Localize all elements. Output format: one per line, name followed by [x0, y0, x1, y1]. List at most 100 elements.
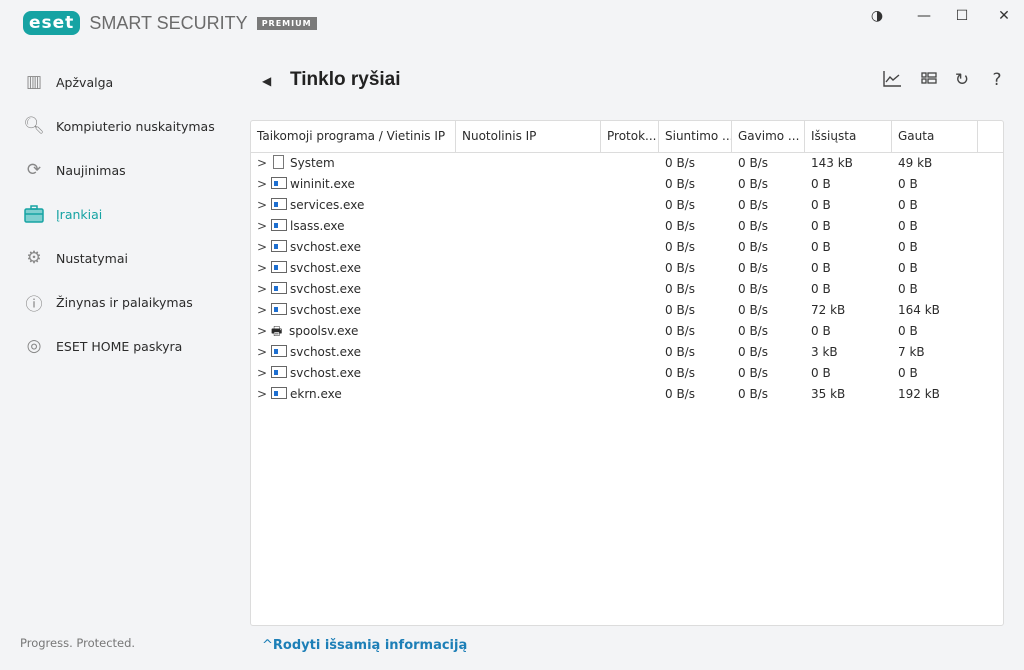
receive-speed: 0 B/s — [738, 345, 768, 359]
chevron-right-icon[interactable]: > — [257, 156, 268, 170]
column-protocol[interactable]: Protok... — [601, 121, 659, 152]
sent-bytes: 0 B — [811, 177, 831, 191]
chevron-right-icon[interactable]: > — [257, 240, 268, 254]
table-header: Taikomoji programa / Vietinis IP Nuotoli… — [251, 121, 1003, 153]
send-speed: 0 B/s — [665, 240, 695, 254]
contrast-icon[interactable]: ◑ — [870, 8, 884, 24]
table-row[interactable]: > svchost.exe 0 B/s 0 B/s 0 B 0 B — [251, 237, 1003, 258]
chevron-up-icon: ^ — [262, 638, 273, 653]
table-row[interactable]: > lsass.exe 0 B/s 0 B/s 0 B 0 B — [251, 216, 1003, 237]
file-icon — [273, 155, 284, 169]
tagline: Progress. Protected. — [20, 636, 136, 650]
column-sent[interactable]: Išsiųsta — [805, 121, 892, 152]
remote-ip — [456, 258, 601, 279]
sidebar-item-scan[interactable]: 🔍︎ Kompiuterio nuskaitymas — [0, 104, 230, 148]
protocol — [601, 258, 659, 279]
chevron-right-icon[interactable]: > — [257, 387, 268, 401]
send-speed: 0 B/s — [665, 156, 695, 170]
remote-ip — [456, 153, 601, 174]
chevron-right-icon[interactable]: > — [257, 366, 268, 380]
protocol — [601, 279, 659, 300]
view-list-icon[interactable] — [918, 70, 940, 92]
table-row[interactable]: > svchost.exe 0 B/s 0 B/s 0 B 0 B — [251, 363, 1003, 384]
received-bytes: 0 B — [898, 324, 918, 338]
eset-logo-mark: eset — [23, 11, 81, 35]
table-row[interactable]: > System 0 B/s 0 B/s 143 kB 49 kB — [251, 153, 1003, 174]
remote-ip — [456, 195, 601, 216]
back-arrow-icon[interactable]: ◀ — [262, 74, 272, 88]
protocol — [601, 195, 659, 216]
column-receive-speed[interactable]: Gavimo ... — [732, 121, 805, 152]
sidebar-item-label: Žinynas ir palaikymas — [56, 294, 193, 310]
table-row[interactable]: > svchost.exe 0 B/s 0 B/s 3 kB 7 kB — [251, 342, 1003, 363]
sidebar-item-tools[interactable]: Įrankiai — [0, 192, 230, 236]
table-row[interactable]: > ekrn.exe 0 B/s 0 B/s 35 kB 192 kB — [251, 384, 1003, 405]
application-icon — [271, 387, 287, 399]
sidebar-item-help[interactable]: ⓘ Žinynas ir palaikymas — [0, 280, 230, 324]
column-received[interactable]: Gauta — [892, 121, 978, 152]
show-details-label: Rodyti išsamią informaciją — [272, 638, 468, 653]
sidebar-item-label: Naujinimas — [56, 162, 126, 178]
sidebar-item-overview[interactable]: ▥ Apžvalga — [0, 60, 230, 104]
sidebar-item-account[interactable]: ◎ ESET HOME paskyra — [0, 324, 230, 368]
sidebar-item-label: Įrankiai — [56, 206, 103, 222]
send-speed: 0 B/s — [665, 282, 695, 296]
sidebar: ▥ Apžvalga 🔍︎ Kompiuterio nuskaitymas ⟳ Nau… — [0, 60, 230, 368]
chevron-right-icon[interactable]: > — [257, 177, 268, 191]
receive-speed: 0 B/s — [738, 240, 768, 254]
send-speed: 0 B/s — [665, 387, 695, 401]
show-details-link[interactable]: ^Rodyti išsamią informaciją — [262, 638, 467, 653]
receive-speed: 0 B/s — [738, 177, 768, 191]
chart-icon[interactable] — [881, 70, 903, 92]
table-row[interactable]: > 🖶 spoolsv.exe 0 B/s 0 B/s 0 B 0 B — [251, 321, 1003, 342]
chevron-right-icon[interactable]: > — [257, 303, 268, 317]
printer-icon: 🖶 — [271, 324, 283, 338]
chevron-right-icon[interactable]: > — [257, 345, 268, 359]
received-bytes: 192 kB — [898, 387, 940, 401]
application-name: svchost.exe — [290, 261, 361, 275]
sidebar-item-update[interactable]: ⟳ Naujinimas — [0, 148, 230, 192]
edition-badge: PREMIUM — [256, 16, 317, 30]
application-name: lsass.exe — [290, 219, 345, 233]
application-icon — [271, 282, 287, 294]
eset-logo: eset SMART SECURITY PREMIUM — [23, 11, 317, 35]
table-row[interactable]: > wininit.exe 0 B/s 0 B/s 0 B 0 B — [251, 174, 1003, 195]
maximize-icon[interactable]: ☐ — [955, 8, 969, 24]
column-application[interactable]: Taikomoji programa / Vietinis IP — [251, 121, 456, 152]
chevron-right-icon[interactable]: > — [257, 282, 268, 296]
remote-ip — [456, 279, 601, 300]
chevron-right-icon[interactable]: > — [257, 261, 268, 275]
application-icon — [271, 219, 287, 231]
close-icon[interactable]: ✕ — [998, 8, 1010, 24]
send-speed: 0 B/s — [665, 324, 695, 338]
minimize-icon[interactable]: — — [917, 8, 931, 24]
column-remote-ip[interactable]: Nuotolinis IP — [456, 121, 601, 152]
application-icon — [271, 177, 287, 189]
chevron-right-icon[interactable]: > — [257, 198, 268, 212]
chevron-right-icon[interactable]: > — [257, 324, 268, 338]
table-row[interactable]: > svchost.exe 0 B/s 0 B/s 0 B 0 B — [251, 258, 1003, 279]
sidebar-item-settings[interactable]: ⚙ Nustatymai — [0, 236, 230, 280]
refresh-icon[interactable]: ↻ — [954, 70, 970, 90]
send-speed: 0 B/s — [665, 345, 695, 359]
column-send-speed[interactable]: Siuntimo ... — [659, 121, 732, 152]
protocol — [601, 321, 659, 342]
application-name: svchost.exe — [290, 303, 361, 317]
table-row[interactable]: > svchost.exe 0 B/s 0 B/s 0 B 0 B — [251, 279, 1003, 300]
table-row[interactable]: > services.exe 0 B/s 0 B/s 0 B 0 B — [251, 195, 1003, 216]
chevron-right-icon[interactable]: > — [257, 219, 268, 233]
sent-bytes: 0 B — [811, 219, 831, 233]
application-name: svchost.exe — [290, 240, 361, 254]
help-icon[interactable]: ? — [992, 70, 1002, 90]
table-row[interactable]: > svchost.exe 0 B/s 0 B/s 72 kB 164 kB — [251, 300, 1003, 321]
sent-bytes: 0 B — [811, 261, 831, 275]
send-speed: 0 B/s — [665, 219, 695, 233]
application-icon — [271, 240, 287, 252]
received-bytes: 49 kB — [898, 156, 933, 170]
protocol — [601, 174, 659, 195]
sent-bytes: 0 B — [811, 198, 831, 212]
remote-ip — [456, 384, 601, 405]
protocol — [601, 237, 659, 258]
sent-bytes: 0 B — [811, 240, 831, 254]
received-bytes: 0 B — [898, 261, 918, 275]
